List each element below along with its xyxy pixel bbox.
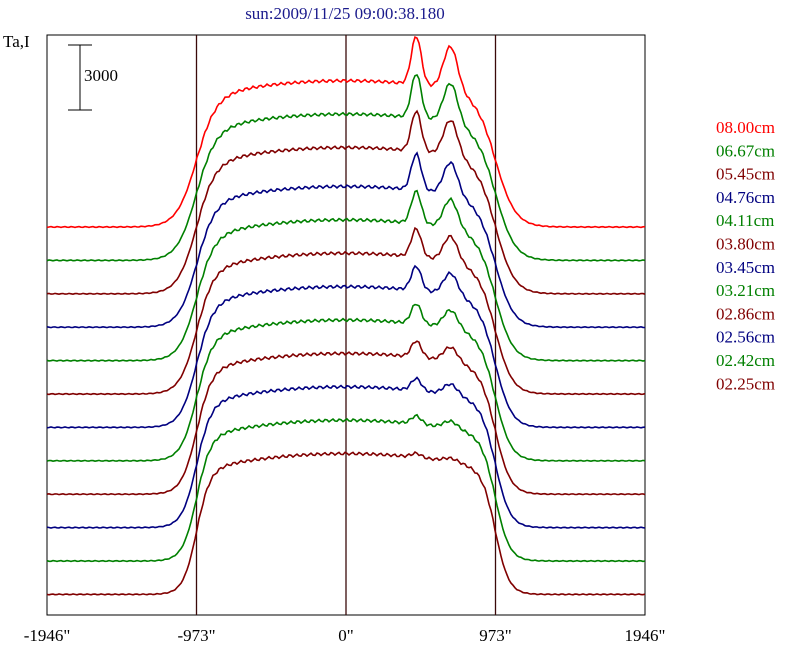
y-axis-label: Ta,I bbox=[3, 32, 30, 51]
series-line-04-76cm bbox=[46, 151, 646, 329]
scale-bar-label: 3000 bbox=[84, 66, 118, 85]
x-tick-labels: -1946" -973" 0" 973" 1946" bbox=[24, 626, 666, 645]
legend-entry-02-56cm: 02.56cm bbox=[716, 328, 775, 347]
x-tick-label: 0" bbox=[338, 626, 353, 645]
x-tick-label: 973" bbox=[479, 626, 511, 645]
vertical-reference-lines bbox=[195, 35, 497, 615]
legend-entry-06-67cm: 06.67cm bbox=[716, 141, 775, 160]
legend-entry-03-21cm: 03.21cm bbox=[716, 281, 775, 300]
x-tick-label: -1946" bbox=[24, 626, 71, 645]
series-line-02-86cm bbox=[46, 340, 646, 496]
series-line-04-11cm bbox=[46, 189, 646, 362]
legend-entry-03-80cm: 03.80cm bbox=[716, 235, 775, 254]
series-line-02-56cm bbox=[46, 376, 646, 529]
x-tick-label: 1946" bbox=[625, 626, 666, 645]
legend-entry-02-25cm: 02.25cm bbox=[716, 374, 775, 393]
series-line-05-45cm bbox=[46, 109, 646, 296]
series-line-03-21cm bbox=[46, 303, 646, 463]
series-lines bbox=[46, 35, 646, 596]
series-line-03-45cm bbox=[46, 264, 646, 429]
series-line-08-00cm bbox=[46, 35, 646, 229]
legend-entry-05-45cm: 05.45cm bbox=[716, 165, 775, 184]
legend-entry-04-11cm: 04.11cm bbox=[716, 211, 774, 230]
scale-bar: 3000 bbox=[68, 44, 118, 111]
chart-title: sun:2009/11/25 09:00:38.180 bbox=[245, 4, 445, 23]
legend: 08.00cm 06.67cm 05.45cm 04.76cm 04.11cm 03.80… bbox=[716, 118, 775, 393]
legend-entry-02-42cm: 02.42cm bbox=[716, 351, 775, 370]
series-line-02-25cm bbox=[46, 450, 646, 596]
legend-entry-02-86cm: 02.86cm bbox=[716, 304, 775, 323]
series-line-02-42cm bbox=[46, 413, 646, 563]
x-tick-label: -973" bbox=[177, 626, 215, 645]
series-line-06-67cm bbox=[46, 74, 646, 262]
legend-entry-03-45cm: 03.45cm bbox=[716, 258, 775, 277]
legend-entry-08-00cm: 08.00cm bbox=[716, 118, 775, 137]
series-line-03-80cm bbox=[46, 226, 646, 396]
legend-entry-04-76cm: 04.76cm bbox=[716, 188, 775, 207]
